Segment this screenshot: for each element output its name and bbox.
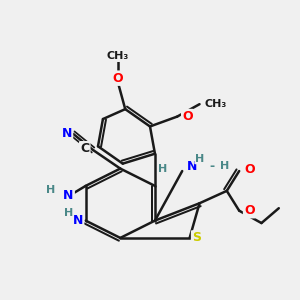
Text: H: H [158,164,167,174]
Text: O: O [112,72,123,85]
Text: H: H [195,154,204,164]
Text: H: H [220,161,229,171]
Text: CH₃: CH₃ [205,99,227,109]
Text: S: S [192,231,201,244]
Text: -: - [209,160,214,172]
Text: N: N [187,160,197,172]
Text: O: O [244,204,255,217]
Text: N: N [61,128,72,140]
Text: H: H [64,208,73,218]
Text: O: O [182,110,193,123]
Text: N: N [73,214,83,227]
Text: CH₃: CH₃ [107,51,129,61]
Text: C: C [80,142,89,155]
Text: N: N [63,189,74,202]
Text: H: H [46,184,56,195]
Text: N: N [63,189,74,202]
Text: O: O [244,163,255,176]
